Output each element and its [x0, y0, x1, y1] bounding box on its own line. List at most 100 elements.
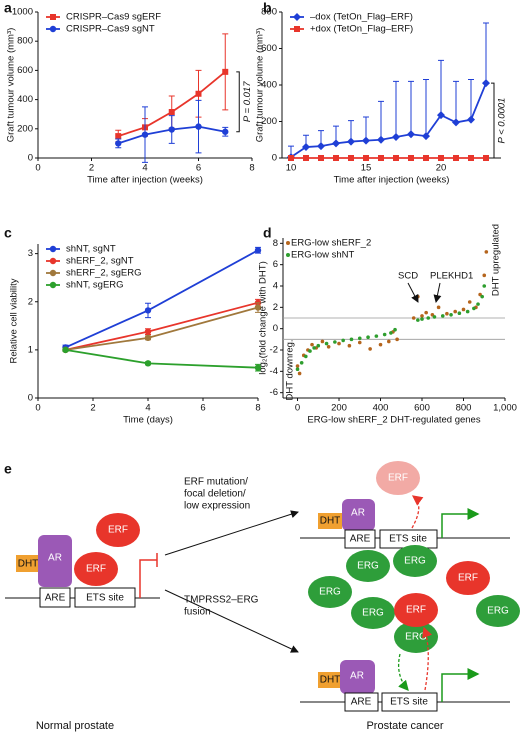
point [299, 361, 304, 365]
error-bar [468, 79, 474, 120]
legend-label: shNT, sgERG [66, 280, 124, 291]
legend-marker [293, 13, 301, 21]
y-tick-label: 600 [261, 43, 277, 54]
erf-label: ERF [108, 525, 128, 536]
annotation: SCD [398, 271, 418, 282]
marker [348, 155, 354, 161]
are [344, 529, 376, 549]
y-tick-label: -4 [270, 366, 278, 377]
point [357, 336, 362, 341]
marker [482, 79, 490, 88]
legend-marker [50, 14, 56, 20]
x-tick-label: 8 [249, 163, 254, 174]
point [426, 316, 431, 320]
ets-label: ETS site [390, 697, 428, 708]
erf-label: ERF [458, 573, 478, 584]
point [308, 349, 312, 353]
y-tick-label: 400 [261, 80, 277, 91]
release [411, 495, 424, 529]
arrow-text: low expression [184, 501, 250, 512]
annotation: P < 0.0001 [497, 98, 508, 144]
y-axis-label: Graft tumour volume (mm³) [255, 28, 266, 143]
x-axis-label: ERG-low shERF_2 DHT-regulated genes [307, 415, 480, 426]
x-tick-label: 0 [295, 403, 300, 414]
marker [467, 115, 475, 124]
arrow [164, 589, 299, 653]
marker [222, 68, 229, 75]
point [436, 305, 441, 310]
annotation-arrow [433, 282, 442, 303]
ar-label: AR [351, 508, 365, 519]
point [295, 367, 300, 372]
marker [302, 143, 310, 152]
point [411, 316, 416, 320]
point [368, 347, 372, 351]
y-tick-label: 6 [273, 259, 278, 270]
x-tick-label: 2 [90, 403, 95, 414]
error-bar [393, 80, 399, 138]
marker [195, 90, 202, 97]
marker [168, 126, 175, 133]
diagram: DHT AR ARE ETS site ERF ERF Normal prost… [5, 461, 520, 732]
x-tick-label: 4 [142, 163, 147, 174]
point [457, 311, 462, 316]
dht-label: DHT [320, 516, 341, 527]
marker [318, 155, 324, 161]
point [387, 339, 391, 344]
caption: Prostate cancer [366, 720, 443, 732]
line [65, 348, 259, 369]
erg-label: ERG [404, 556, 426, 567]
erg [351, 597, 395, 629]
x-tick-label: 600 [414, 403, 430, 414]
marker [144, 360, 152, 367]
erg [393, 545, 437, 577]
point [472, 306, 476, 311]
point [484, 250, 489, 254]
marker [347, 137, 355, 146]
y-tick-label: 800 [17, 36, 33, 47]
annotation: PLEKHD1 [430, 271, 473, 282]
legend-marker [49, 25, 57, 33]
point [420, 317, 424, 321]
are-label: ARE [350, 534, 371, 545]
x-tick-label: 6 [196, 163, 201, 174]
x-tick-label: 800 [456, 403, 472, 414]
marker [392, 133, 400, 142]
marker [437, 111, 445, 120]
x-tick-label: 2 [89, 163, 94, 174]
are [39, 587, 71, 608]
legend-marker [49, 281, 57, 289]
y-tick-label: 2 [273, 302, 278, 313]
point [366, 335, 370, 340]
marker [453, 155, 459, 161]
erf [74, 552, 118, 586]
marker [452, 118, 460, 127]
point [326, 345, 331, 349]
y-axis-label: Relative cell viability [9, 278, 20, 363]
marker [144, 334, 152, 342]
marker [144, 307, 152, 314]
point [445, 311, 449, 316]
point [467, 300, 472, 304]
x-tick-label: 20 [436, 163, 447, 174]
erf [394, 593, 438, 627]
ar-label: AR [48, 553, 62, 564]
error-bar [438, 59, 444, 116]
dht [318, 513, 342, 529]
point [349, 337, 354, 342]
erg [476, 595, 520, 627]
y-axis-label: log₂(fold change with DHT) [258, 261, 269, 375]
marker [288, 155, 294, 161]
marker [422, 132, 430, 141]
legend-marker [49, 257, 57, 265]
marker [378, 155, 384, 161]
point [333, 340, 337, 344]
x-tick-label: 6 [200, 403, 205, 414]
legend-label: –dox (TetOn_Flag–ERF) [310, 12, 413, 23]
marker [195, 123, 202, 130]
marker [332, 139, 340, 148]
point [347, 343, 352, 348]
point [482, 273, 487, 278]
erf [376, 461, 420, 495]
legend-label: ERG-low shERF_2 [291, 238, 371, 249]
